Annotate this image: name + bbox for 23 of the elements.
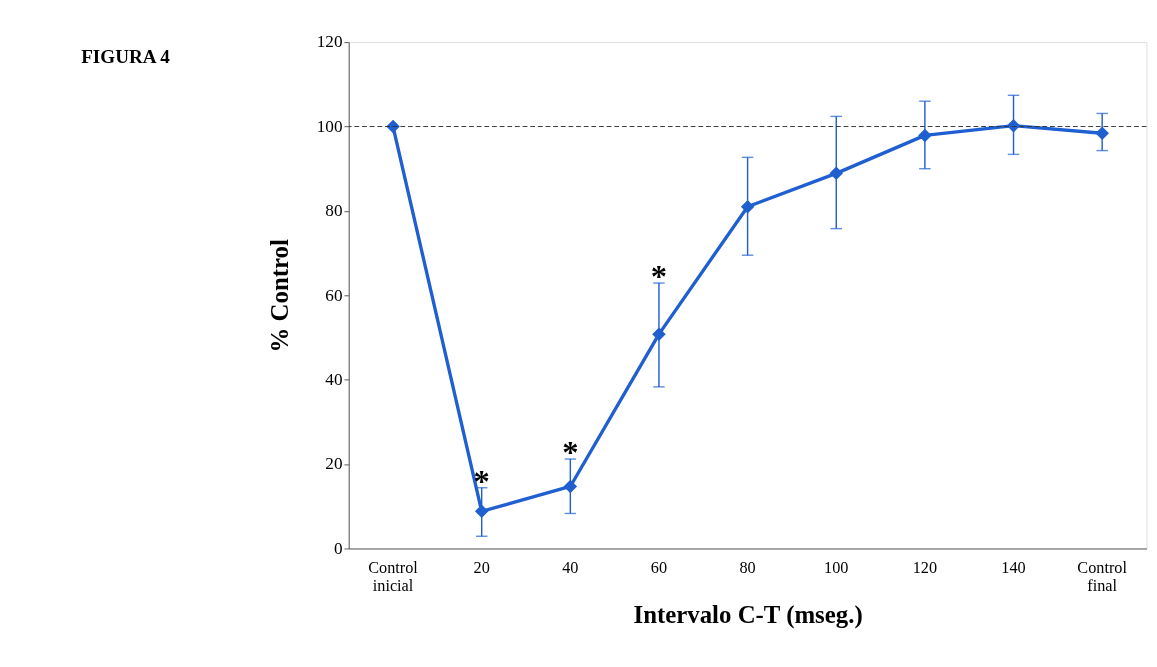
text: FIGURA 4 bbox=[81, 46, 171, 68]
annotation: * bbox=[562, 433, 579, 470]
x-tick-label: 120 bbox=[912, 558, 938, 577]
x-tick-label: Control inicial bbox=[368, 558, 419, 596]
annotation: * bbox=[473, 462, 490, 499]
x-tick-label: Control final bbox=[1077, 558, 1128, 596]
y-tick-label: 60 bbox=[325, 285, 343, 305]
y-tick-label: 20 bbox=[325, 454, 343, 474]
y-tick-label: 40 bbox=[325, 369, 343, 389]
x-tick-label: 40 bbox=[562, 558, 579, 577]
x-tick-label: 60 bbox=[650, 558, 668, 577]
point bbox=[386, 119, 400, 134]
x-axis-title: Intervalo C-T (mseg.) bbox=[633, 601, 863, 630]
x-tick-label: 80 bbox=[739, 558, 756, 577]
y-axis-title: % Control bbox=[266, 239, 294, 353]
x-tick-label: 20 bbox=[473, 558, 490, 577]
x-tick-label: 140 bbox=[1001, 558, 1026, 577]
annotation: * bbox=[650, 257, 668, 294]
y-tick-label: 80 bbox=[325, 201, 343, 221]
y-tick-label: 100 bbox=[316, 116, 343, 136]
x-tick-label: 100 bbox=[824, 558, 849, 577]
y-tick-label: 120 bbox=[316, 32, 343, 52]
y-tick-label: 0 bbox=[333, 538, 343, 558]
